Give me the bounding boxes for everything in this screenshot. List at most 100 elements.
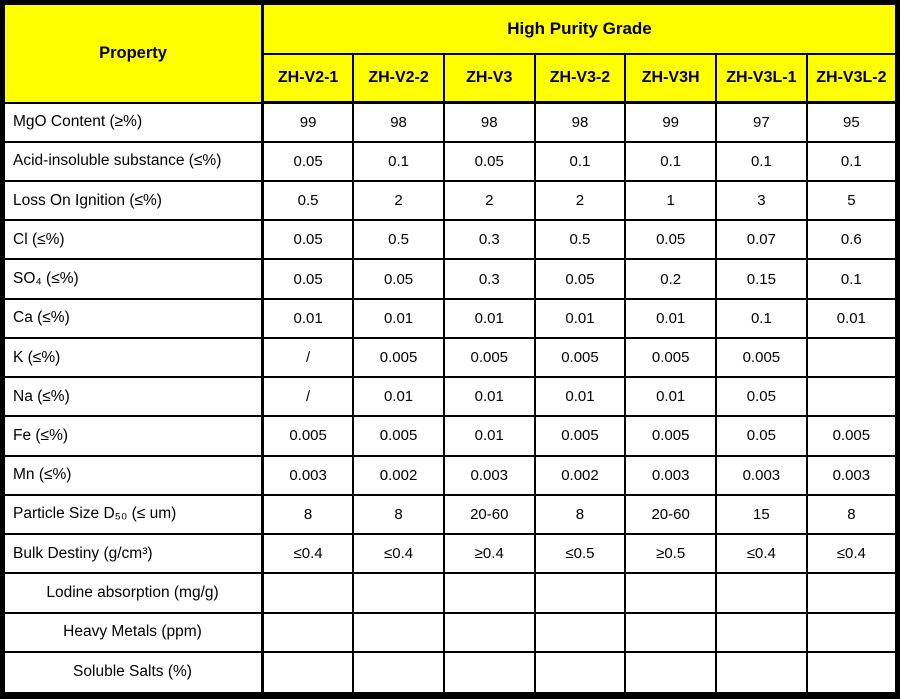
- table-cell: /: [261, 376, 355, 418]
- row-label: Fe (≤%): [1, 415, 264, 457]
- table-row: Cl (≤%) 0.05 0.5 0.3 0.5 0.05 0.07 0.6: [1, 219, 899, 261]
- table-cell: 0.005: [715, 336, 808, 379]
- table-row: Ca (≤%) 0.01 0.01 0.01 0.01 0.01 0.1 0.01: [1, 297, 899, 339]
- table-cell: ≤0.4: [352, 533, 445, 575]
- table-cell: [715, 650, 808, 697]
- table-cell: 98: [352, 101, 445, 143]
- table-cell: 0.5: [261, 179, 355, 222]
- table-cell: 0.01: [624, 376, 718, 418]
- table-cell: 0.005: [533, 415, 627, 457]
- table-cell: 0.1: [624, 140, 718, 182]
- table-row: Soluble Salts (%): [1, 650, 899, 697]
- table-cell: ≥0.4: [442, 533, 536, 575]
- table-cell: 8: [352, 493, 445, 536]
- table-cell: 97: [715, 101, 808, 143]
- row-label: Bulk Destiny (g/cm³): [1, 533, 264, 575]
- table-cell: 0.3: [442, 219, 536, 261]
- table-cell: 8: [261, 493, 355, 536]
- table-row: K (≤%)/0.005 0.005 0.005 0.005 0.005: [1, 336, 899, 379]
- property-column-header: Property: [1, 1, 264, 104]
- table-cell: 0.01: [533, 297, 627, 339]
- table-cell: [624, 650, 718, 697]
- row-label: Soluble Salts (%): [1, 650, 264, 697]
- table-cell: 1: [624, 179, 718, 222]
- table-row: Na (≤%)/0.01 0.01 0.01 0.01 0.05: [1, 376, 899, 418]
- table-cell: 0.005: [624, 336, 718, 379]
- table-cell: [533, 572, 627, 614]
- table-cell: 0.5: [533, 219, 627, 261]
- table-cell: [261, 572, 355, 614]
- table-cell: 0.05: [352, 258, 445, 300]
- row-label: Loss On Ignition (≤%): [1, 179, 264, 222]
- table-cell: [533, 611, 627, 653]
- table-cell: [624, 572, 718, 614]
- table-cell: 0.005: [533, 336, 627, 379]
- table-cell: 2: [533, 179, 627, 222]
- table-cell: 0.003: [715, 454, 808, 496]
- table-cell: [352, 611, 445, 653]
- table-cell: [805, 650, 899, 697]
- table-cell: ≤0.4: [261, 533, 355, 575]
- column-header-zh-v3h: ZH-V3H: [624, 53, 718, 104]
- table-cell: 0.05: [715, 376, 808, 418]
- table-cell: [352, 572, 445, 614]
- table-cell: [715, 611, 808, 653]
- table-row: Particle Size D₅₀ (≤ um) 8 8 20-60 8 20-60 15 8: [1, 493, 899, 536]
- table-cell: 0.005: [352, 336, 445, 379]
- row-label: Heavy Metals (ppm): [1, 611, 264, 653]
- table-cell: 0.003: [805, 454, 899, 496]
- table-cell: 0.01: [261, 297, 355, 339]
- row-label: Acid-insoluble substance (≤%): [1, 140, 264, 182]
- table-cell: [442, 611, 536, 653]
- table-cell: 98: [533, 101, 627, 143]
- table-cell: 0.01: [352, 376, 445, 418]
- table-header: Property High Purity Grade ZH-V2-1 ZH-V2-…: [1, 1, 899, 104]
- table-cell: 0.6: [805, 219, 899, 261]
- table-row: MgO Content (≥%) 99 98 98 98 99 97 95: [1, 101, 899, 143]
- row-label: Ca (≤%): [1, 297, 264, 339]
- table-cell: 5: [805, 179, 899, 222]
- table-cell: 99: [261, 101, 355, 143]
- table-cell: [442, 572, 536, 614]
- table-cell: 0.07: [715, 219, 808, 261]
- header-group-row: Property High Purity Grade: [1, 1, 899, 104]
- row-label: Cl (≤%): [1, 219, 264, 261]
- table-cell: 20-60: [442, 493, 536, 536]
- header-columns-row: ZH-V2-1 ZH-V2-2 ZH-V3 ZH-V3-2 ZH-V3H ZH-V3L-1…: [3, 53, 899, 104]
- table-cell: 0.005: [352, 415, 445, 457]
- table-cell: 20-60: [624, 493, 718, 536]
- row-label: Lodine absorption (mg/g): [1, 572, 264, 614]
- table-row: Bulk Destiny (g/cm³) ≤0.4 ≤0.4 ≥0.4 ≤0.5 ≥0.5…: [1, 533, 899, 575]
- row-label: Na (≤%): [1, 376, 264, 418]
- table-cell: 98: [442, 101, 536, 143]
- column-header-zh-v3-2: ZH-V3-2: [533, 53, 627, 104]
- table-cell: 0.05: [261, 258, 355, 300]
- table-row: Fe (≤%) 0.005 0.005 0.01 0.005 0.005 0.05 0.005: [1, 415, 899, 457]
- row-label: MgO Content (≥%): [1, 101, 264, 143]
- table-cell: 2: [442, 179, 536, 222]
- table-cell: /: [261, 336, 355, 379]
- row-label: SO₄ (≤%): [1, 258, 264, 300]
- table-cell: [261, 650, 355, 697]
- table-cell: 99: [624, 101, 718, 143]
- table-cell: 0.003: [261, 454, 355, 496]
- column-header-zh-v2-2: ZH-V2-2: [352, 53, 445, 104]
- table-cell: 0.15: [715, 258, 808, 300]
- table-row: Loss On Ignition (≤%) 0.5 2 2 2 1 3 5: [1, 179, 899, 222]
- table-row: Heavy Metals (ppm): [1, 611, 899, 653]
- row-label: Mn (≤%): [1, 454, 264, 496]
- table-cell: 0.003: [442, 454, 536, 496]
- table-cell: 8: [805, 493, 899, 536]
- table-cell: [805, 376, 899, 418]
- table-cell: 0.05: [624, 219, 718, 261]
- table-cell: [805, 611, 899, 653]
- table-cell: 0.01: [805, 297, 899, 339]
- table-cell: 0.005: [624, 415, 718, 457]
- table-cell: 0.1: [805, 140, 899, 182]
- row-label: K (≤%): [1, 336, 264, 379]
- table-cell: 0.002: [352, 454, 445, 496]
- table-cell: [442, 650, 536, 697]
- table-cell: 0.005: [805, 415, 899, 457]
- table-cell: 0.05: [715, 415, 808, 457]
- table-cell: [352, 650, 445, 697]
